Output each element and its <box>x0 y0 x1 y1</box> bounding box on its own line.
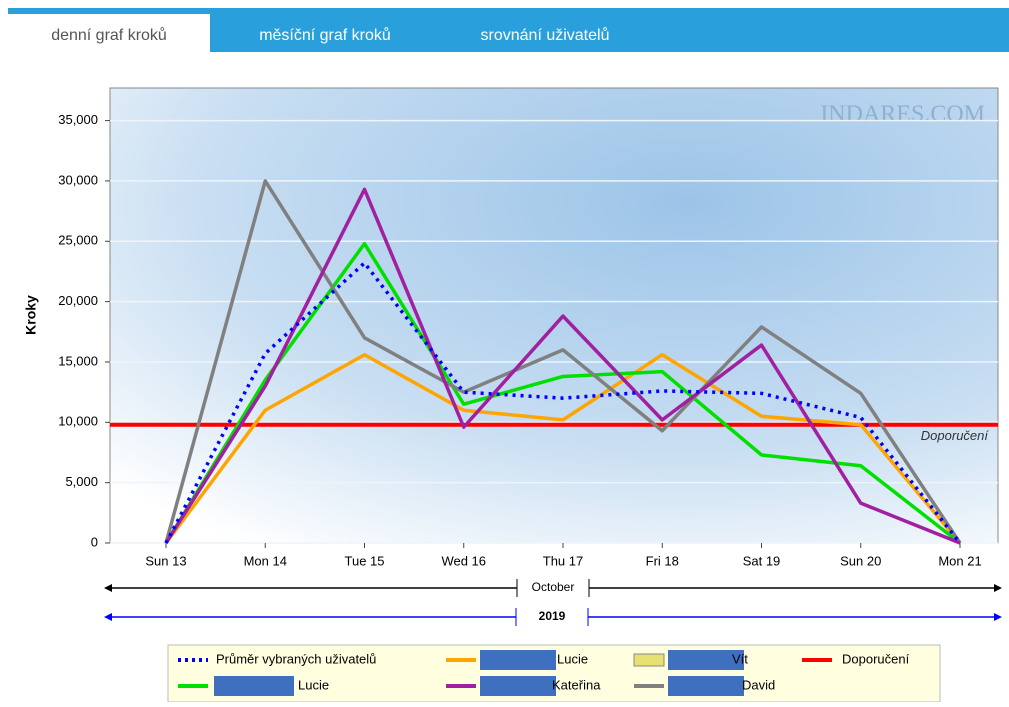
y-tick-label: 35,000 <box>58 112 98 127</box>
x-tick-label: Sun 13 <box>145 553 186 568</box>
redaction <box>668 676 744 696</box>
x-tick-label: Thu 17 <box>543 553 583 568</box>
redaction <box>668 650 744 670</box>
y-tick-label: 25,000 <box>58 233 98 248</box>
tab[interactable]: měsíční graf kroků <box>259 26 391 44</box>
group-label-bg <box>516 608 588 626</box>
y-tick-label: 20,000 <box>58 293 98 308</box>
watermark: INDARES.COM <box>820 102 985 128</box>
group-label: 2019 <box>539 609 566 623</box>
legend-label: Průměr vybraných uživatelů <box>216 651 376 666</box>
y-tick-label: 10,000 <box>58 414 98 429</box>
series-line <box>164 352 962 545</box>
x-tick-label: Sun 20 <box>840 553 881 568</box>
legend-label: Vít <box>732 651 748 666</box>
x-tick-label: Mon 14 <box>244 553 287 568</box>
y-tick-label: 0 <box>91 534 98 549</box>
plot-area <box>109 87 999 544</box>
x-tick-label: Wed 16 <box>441 553 486 568</box>
redaction <box>480 650 556 670</box>
legend-label: Kateřina <box>552 677 601 692</box>
group-label: October <box>532 580 575 594</box>
legend-swatch <box>633 653 665 667</box>
active-tab[interactable] <box>8 14 210 52</box>
reference-label: Doporučení <box>921 428 990 443</box>
series-line <box>164 261 962 545</box>
x-tick-label: Sat 19 <box>743 553 781 568</box>
redaction <box>214 676 294 696</box>
x-tick-label: Mon 21 <box>938 553 981 568</box>
x-tick-label: Fri 18 <box>646 553 679 568</box>
y-tick-label: 30,000 <box>58 172 98 187</box>
series-line <box>164 179 962 544</box>
redaction <box>480 676 556 696</box>
x-tick-label: Tue 15 <box>345 553 385 568</box>
series-line <box>164 187 961 545</box>
tab[interactable]: srovnání uživatelů <box>481 26 610 44</box>
legend-label: David <box>742 677 775 692</box>
y-axis-label: Kroky <box>23 295 39 335</box>
y-tick-label: 15,000 <box>58 353 98 368</box>
tab[interactable]: denní graf kroků <box>51 26 167 44</box>
legend-label: Lucie <box>298 677 329 692</box>
series-line <box>164 241 962 545</box>
legend-label: Lucie <box>557 651 588 666</box>
legend-label: Doporučení <box>842 651 910 666</box>
group-label-bg <box>517 579 589 597</box>
y-tick-label: 5,000 <box>65 474 98 489</box>
